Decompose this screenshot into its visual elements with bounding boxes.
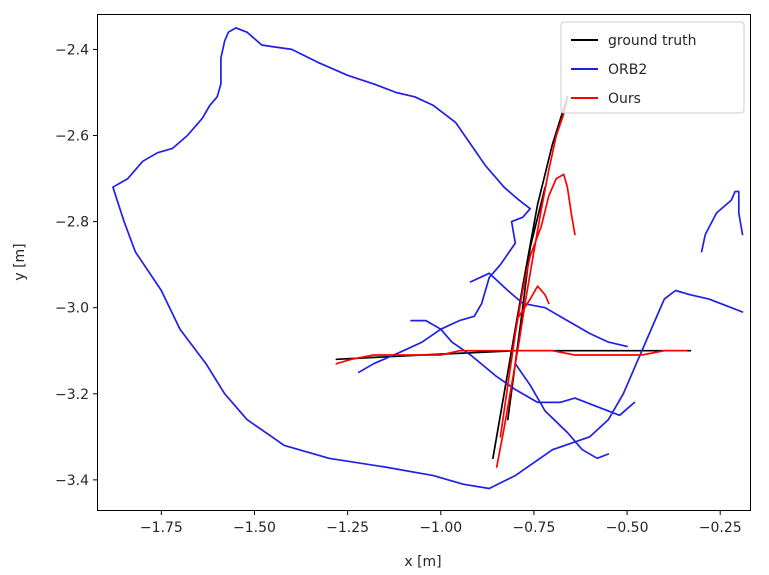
x-axis-label: x [m] xyxy=(404,554,441,570)
y-tick-label: −3.2 xyxy=(55,387,89,403)
legend-label-ours: Ours xyxy=(608,91,641,107)
series-line-ground-truth xyxy=(335,95,692,460)
plot-lines xyxy=(112,27,744,490)
y-tick-label: −3.0 xyxy=(55,301,89,317)
x-tick-label: −1.00 xyxy=(419,520,462,536)
x-tick-label: −0.25 xyxy=(699,520,742,536)
legend-box xyxy=(560,21,745,114)
series-line-orb2 xyxy=(112,27,744,490)
plot-frame xyxy=(97,14,751,511)
x-tick-label: −1.75 xyxy=(140,520,183,536)
x-tick-label: −1.50 xyxy=(233,520,276,536)
y-axis-label: y [m] xyxy=(12,243,28,280)
legend-label-ground-truth: ground truth xyxy=(608,33,696,49)
x-tick-label: −0.75 xyxy=(512,520,555,536)
y-axis-ticks: −2.4 −2.6 −2.8 −3.0 −3.2 −3.4 xyxy=(55,42,98,489)
legend-label-orb2: ORB2 xyxy=(608,62,647,78)
y-tick-label: −2.8 xyxy=(55,215,89,231)
x-tick-label: −0.50 xyxy=(606,520,649,536)
series-line-ours xyxy=(335,100,688,468)
y-tick-label: −2.6 xyxy=(55,129,89,145)
x-axis-ticks: −1.75 −1.50 −1.25 −1.00 −0.75 −0.50 −0.25 xyxy=(140,510,742,536)
y-tick-label: −2.4 xyxy=(55,42,89,58)
x-tick-label: −1.25 xyxy=(326,520,369,536)
y-tick-label: −3.4 xyxy=(55,473,89,489)
legend: ground truth ORB2 Ours xyxy=(560,21,745,114)
